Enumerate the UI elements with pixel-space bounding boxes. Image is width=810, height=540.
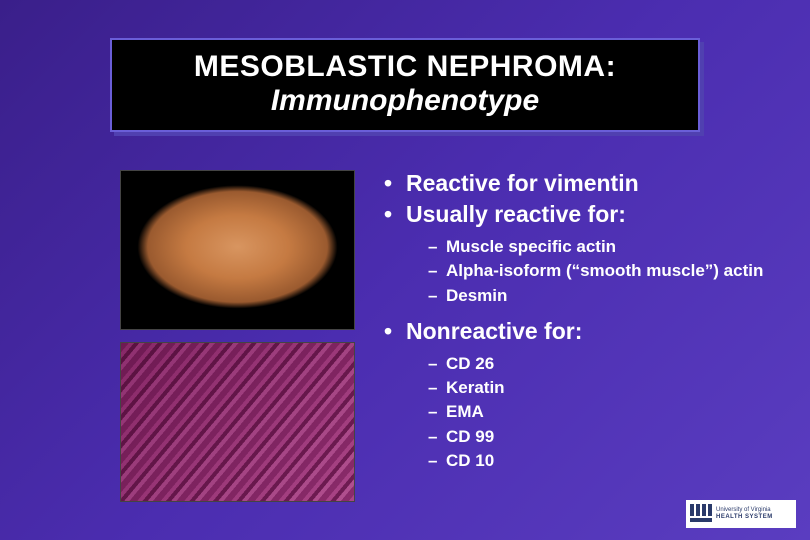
sub-item: EMA: [384, 401, 770, 422]
bullet-usually-reactive: Usually reactive for:: [384, 201, 770, 228]
usually-sublist: Muscle specific actin Alpha-isoform (“sm…: [384, 236, 770, 306]
content-area: Reactive for vimentin Usually reactive f…: [0, 170, 810, 502]
bullet-nonreactive: Nonreactive for:: [384, 318, 770, 345]
title-box: MESOBLASTIC NEPHROMA: Immunophenotype: [110, 38, 700, 132]
specimen-photo-icon: [121, 171, 354, 329]
title-line1: MESOBLASTIC NEPHROMA:: [126, 50, 684, 84]
histology-image: [120, 342, 355, 502]
histology-photo-icon: [121, 343, 354, 501]
title-line2: Immunophenotype: [126, 84, 684, 118]
sub-item: Muscle specific actin: [384, 236, 770, 257]
text-column: Reactive for vimentin Usually reactive f…: [380, 170, 810, 502]
images-column: [0, 170, 380, 502]
nonreactive-sublist: CD 26 Keratin EMA CD 99 CD 10: [384, 353, 770, 471]
sub-item: Desmin: [384, 285, 770, 306]
gross-specimen-image: [120, 170, 355, 330]
bullet-reactive: Reactive for vimentin: [384, 170, 770, 197]
sub-item: CD 26: [384, 353, 770, 374]
logo-text: University of Virginia HEALTH SYSTEM: [716, 507, 773, 520]
sub-item: CD 99: [384, 426, 770, 447]
sub-item: CD 10: [384, 450, 770, 471]
logo-line1: University of Virginia: [716, 507, 773, 514]
sub-item: Alpha-isoform (“smooth muscle”) actin: [384, 260, 770, 281]
footer-logo: University of Virginia HEALTH SYSTEM: [686, 500, 796, 528]
uva-rotunda-icon: [690, 504, 712, 524]
logo-line2: HEALTH SYSTEM: [716, 514, 773, 521]
sub-item: Keratin: [384, 377, 770, 398]
